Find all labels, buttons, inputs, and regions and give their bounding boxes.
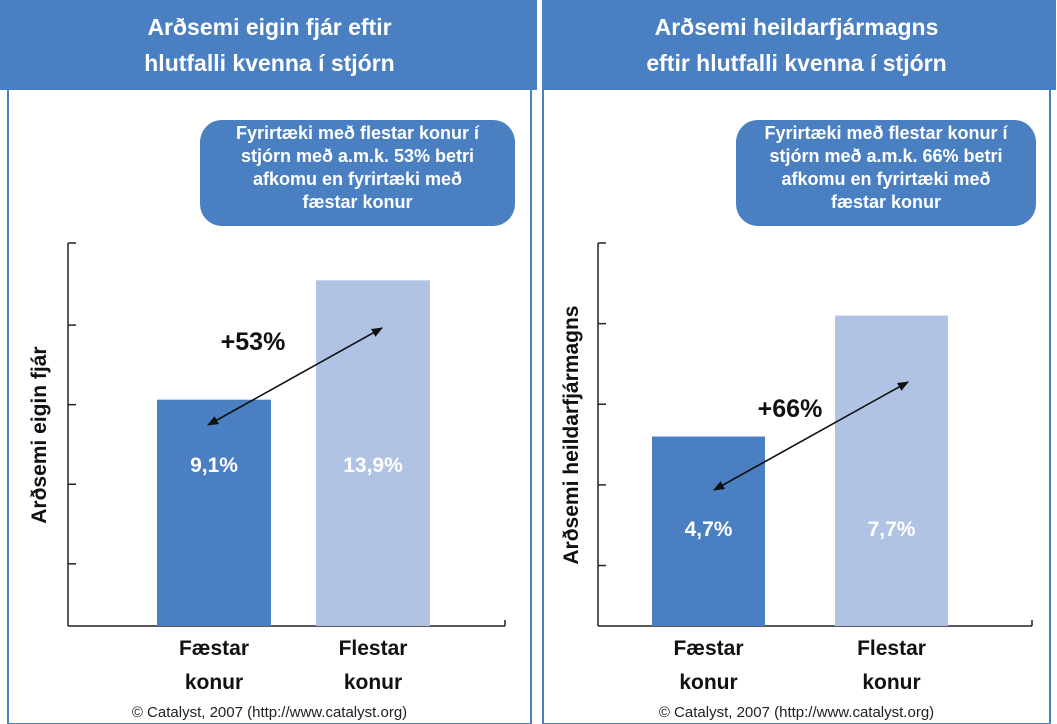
value-label: 7,7% <box>867 518 916 541</box>
title-line: hlutfalli kvenna í stjórn <box>144 50 395 76</box>
callout-line: stjórn með a.m.k. 53% betri <box>240 146 475 166</box>
x-tick-label: Fæstar konur <box>178 637 250 694</box>
title-line: Arðsemi eigin fjár eftir <box>147 14 392 40</box>
value-label: 13,9% <box>343 454 403 477</box>
annotation: +66% <box>757 395 823 423</box>
header <box>0 0 537 90</box>
source: © Catalyst, 2007 (http://www.catalyst.or… <box>658 704 935 721</box>
x-tick-label: Flestar konur <box>857 637 926 694</box>
value-label: 4,7% <box>684 518 733 541</box>
callout-line: Fyrirtæki með flestar konur í <box>235 123 480 143</box>
callout-line: afkomu en fyrirtæki með <box>252 169 463 189</box>
bar <box>835 315 948 626</box>
arrow <box>713 381 909 491</box>
bar <box>157 399 271 626</box>
callout-line: afkomu en fyrirtæki með <box>781 169 991 189</box>
title-line: Arðsemi heildarfjármagns <box>654 14 939 40</box>
callout-box <box>736 120 1036 226</box>
annotation: +53% <box>220 328 286 356</box>
y-axis-label: Arðsemi eigin fjár <box>27 346 51 524</box>
value-label: 9,1% <box>190 454 238 477</box>
x-tick-label: Flestar konur <box>338 637 408 694</box>
callout-line: stjórn með a.m.k. 66% betri <box>769 146 1003 166</box>
callout-box <box>200 120 515 226</box>
callout-line: fæstar konur <box>830 192 942 212</box>
panel-border <box>542 0 1051 724</box>
callout-line: fæstar konur <box>302 192 413 212</box>
source: © Catalyst, 2007 (http://www.catalyst.or… <box>131 704 408 721</box>
x-tick-label: Fæstar konur <box>673 637 744 694</box>
title-line: eftir hlutfalli kvenna í stjórn <box>646 50 947 76</box>
y-axis-label: Arðsemi heildarfjármagns <box>559 305 583 565</box>
callout-line: Fyrirtæki með flestar konur í <box>764 123 1008 143</box>
panel-border <box>7 0 532 724</box>
arrow <box>207 327 383 426</box>
header <box>543 0 1056 90</box>
